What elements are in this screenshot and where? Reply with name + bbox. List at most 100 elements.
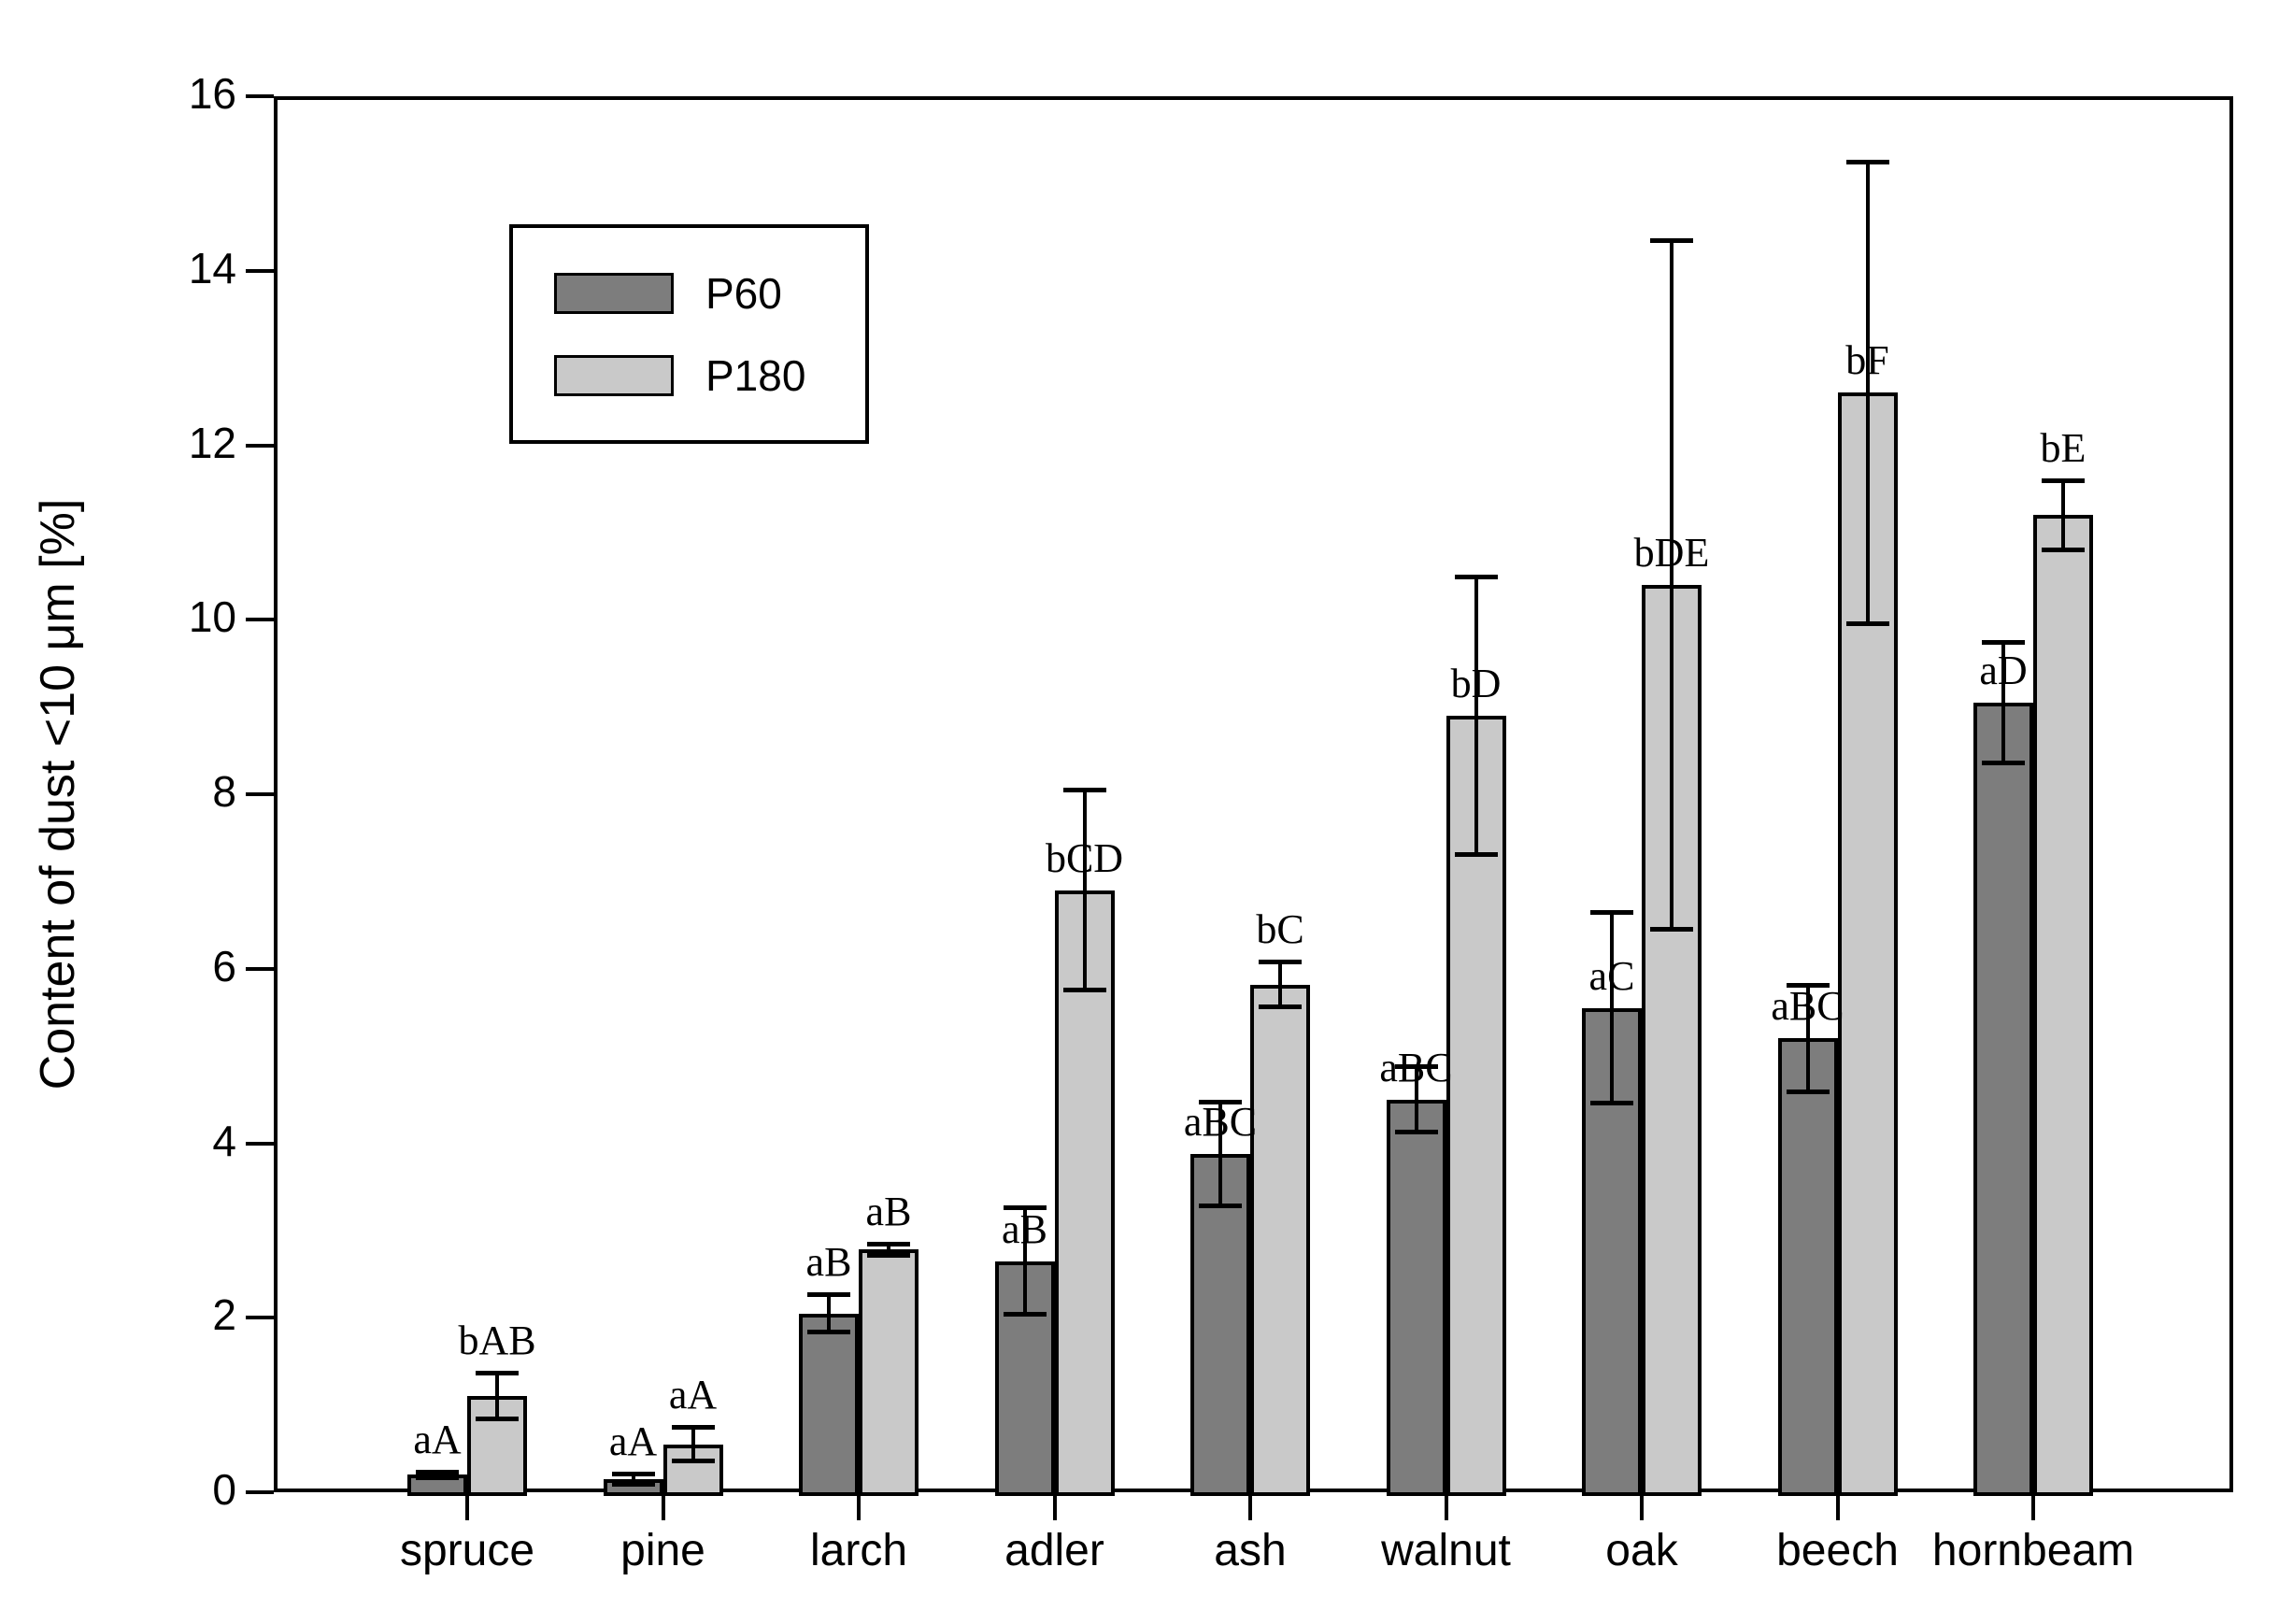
bar-p60-hornbeam: [1973, 702, 2033, 1496]
error-bar-cap-bottom: [867, 1252, 910, 1258]
error-bar-cap-top: [671, 1424, 715, 1430]
bar-p180-hornbeam: [2033, 515, 2093, 1496]
error-bar-cap-top: [1982, 639, 2025, 645]
x-axis-tick: [857, 1492, 861, 1520]
sig-label-p60-spruce: aA: [413, 1416, 462, 1462]
error-bar-p180-hornbeam: [2061, 479, 2065, 550]
legend-item-p60: P60: [554, 268, 865, 319]
error-bar-p60-larch: [827, 1294, 831, 1333]
x-axis-tick: [1444, 1492, 1448, 1520]
bar-p60-larch: [799, 1313, 859, 1496]
error-bar-cap-bottom: [1003, 1312, 1047, 1318]
y-axis-tick: [246, 792, 274, 796]
sig-label-p180-oak: bDE: [1633, 529, 1710, 576]
x-axis-tick: [1248, 1492, 1252, 1520]
y-axis-title: Content of dust <10 μm [%]: [31, 498, 85, 1090]
category-label-larch: larch: [809, 1526, 908, 1575]
error-bar-cap-bottom: [1454, 852, 1498, 858]
sig-label-p60-pine: aA: [608, 1418, 658, 1465]
error-bar-p60-pine: [631, 1474, 635, 1485]
legend-label-p60: P60: [705, 268, 782, 318]
legend: P60 P180: [509, 224, 869, 444]
error-bar-p180-adler: [1082, 790, 1087, 991]
legend-swatch-p60: [554, 272, 674, 314]
y-axis-tick-label: 8: [212, 767, 236, 816]
bar-p60-walnut: [1386, 1099, 1446, 1496]
sig-label-p60-beech: aBC: [1771, 983, 1844, 1030]
sig-label-p180-spruce: bAB: [458, 1318, 536, 1364]
error-bar-p60-hornbeam: [2001, 641, 2005, 764]
error-bar-cap-top: [1259, 960, 1302, 965]
error-bar-cap-top: [1003, 1204, 1047, 1210]
x-axis-tick: [465, 1492, 469, 1520]
error-bar-cap-bottom: [807, 1330, 850, 1335]
error-bar-cap-top: [476, 1371, 519, 1376]
error-bar-cap-bottom: [1982, 761, 2025, 766]
x-axis-tick: [1640, 1492, 1644, 1520]
error-bar-cap-top: [1650, 238, 1693, 244]
sig-label-p60-oak: aC: [1588, 952, 1635, 999]
error-bar-cap-bottom: [2042, 547, 2085, 552]
bar-p180-pine: [662, 1444, 723, 1496]
error-bar-cap-top: [1199, 1099, 1242, 1104]
y-axis-tick: [246, 1316, 274, 1320]
y-axis-tick: [246, 94, 274, 98]
sig-label-p180-ash: bC: [1256, 906, 1304, 953]
error-bar-cap-bottom: [1590, 1101, 1633, 1106]
legend-item-p180: P180: [554, 350, 865, 401]
y-axis-tick: [246, 1141, 274, 1146]
error-bar-p180-pine: [691, 1426, 695, 1462]
error-bar-cap-top: [2042, 477, 2085, 483]
sig-label-p60-walnut: aBC: [1379, 1044, 1453, 1090]
error-bar-cap-bottom: [611, 1481, 655, 1487]
sig-label-p180-adler: bCD: [1045, 834, 1124, 881]
error-bar-p180-walnut: [1474, 576, 1478, 856]
x-axis-tick: [2031, 1492, 2035, 1520]
sig-label-p180-larch: aB: [865, 1188, 912, 1234]
error-bar-cap-bottom: [1394, 1130, 1438, 1135]
error-bar-p60-spruce: [435, 1471, 439, 1479]
category-label-spruce: spruce: [399, 1526, 535, 1575]
error-bar-cap-top: [1062, 788, 1106, 793]
error-bar-cap-top: [611, 1472, 655, 1477]
error-bar-cap-top: [1454, 574, 1498, 579]
sig-label-p180-walnut: bD: [1450, 660, 1502, 706]
error-bar-cap-top: [867, 1241, 910, 1246]
error-bar-p180-spruce: [495, 1373, 499, 1420]
y-axis-tick: [246, 966, 274, 971]
error-bar-cap-top: [416, 1469, 459, 1474]
error-bar-p60-adler: [1022, 1206, 1027, 1316]
sig-label-p60-hornbeam: aD: [1979, 647, 2028, 693]
bar-p180-ash: [1250, 984, 1310, 1496]
error-bar-p60-ash: [1218, 1101, 1222, 1206]
error-bar-cap-bottom: [416, 1475, 459, 1481]
category-label-oak: oak: [1605, 1526, 1678, 1575]
sig-label-p180-beech: bF: [1845, 337, 1889, 384]
error-bar-cap-bottom: [1062, 988, 1106, 993]
category-label-adler: adler: [1004, 1526, 1104, 1575]
y-axis-tick-label: 14: [188, 243, 236, 292]
x-axis-tick: [1835, 1492, 1840, 1520]
error-bar-cap-bottom: [1845, 620, 1889, 626]
x-axis-tick: [661, 1492, 665, 1520]
error-bar-cap-bottom: [1650, 926, 1693, 932]
error-bar-p180-oak: [1670, 240, 1673, 930]
y-axis-tick-label: 16: [188, 69, 236, 118]
error-bar-cap-bottom: [671, 1459, 715, 1464]
error-bar-cap-top: [807, 1292, 850, 1298]
error-bar-cap-bottom: [1199, 1203, 1242, 1208]
category-label-ash: ash: [1214, 1526, 1287, 1575]
error-bar-p60-beech: [1805, 984, 1810, 1093]
y-axis-tick-label: 0: [212, 1465, 236, 1514]
error-bar-cap-top: [1786, 982, 1830, 988]
error-bar-p180-ash: [1278, 962, 1282, 1007]
y-axis-tick: [246, 1490, 274, 1494]
bar-p180-larch: [859, 1249, 919, 1496]
error-bar-cap-bottom: [1259, 1004, 1302, 1009]
y-axis-tick-label: 10: [188, 592, 236, 642]
y-axis-tick-label: 4: [212, 1116, 236, 1165]
sig-label-p60-larch: aB: [805, 1239, 852, 1286]
legend-swatch-p180: [554, 354, 674, 396]
error-bar-p180-beech: [1865, 162, 1870, 624]
